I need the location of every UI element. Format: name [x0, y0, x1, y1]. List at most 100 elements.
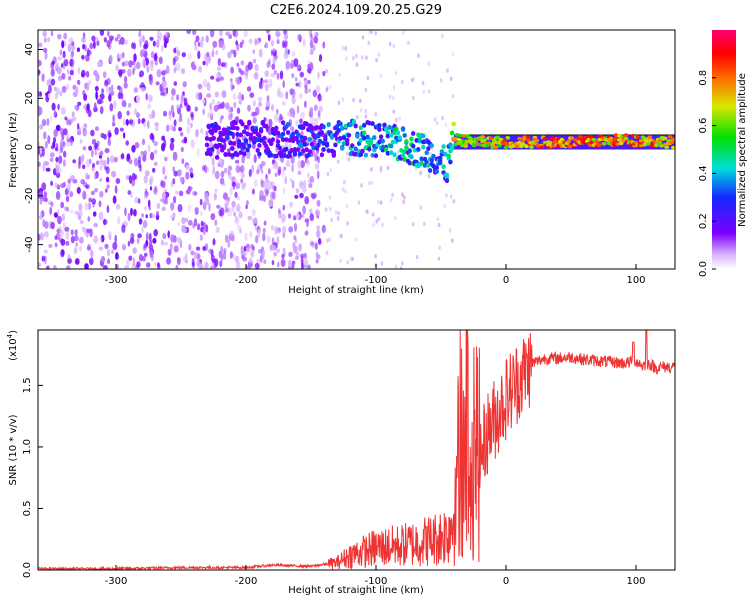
- heatmap-noise-cell: [93, 222, 98, 228]
- heatmap-noise-cell: [202, 228, 206, 236]
- heatmap-signal-cell: [370, 121, 375, 126]
- heatmap-signal-cell: [311, 145, 316, 151]
- heatmap-noise-cell: [85, 232, 89, 238]
- heatmap-noise-cell: [240, 70, 245, 76]
- heatmap-noise-cell: [86, 174, 90, 180]
- heatmap-noise-cell: [102, 265, 108, 269]
- heatmap-noise-cell: [124, 207, 127, 217]
- heatmap-noise-cell: [61, 249, 65, 256]
- heatmap-noise-cell: [267, 180, 273, 190]
- heatmap-noise-cell: [177, 169, 182, 177]
- heatmap-signal-cell: [566, 139, 572, 144]
- heatmap-noise-cell: [231, 181, 237, 187]
- heatmap-noise-cell: [143, 243, 148, 249]
- heatmap-signal-cell: [421, 133, 426, 139]
- heatmap-signal-cell: [387, 125, 392, 131]
- heatmap-noise-cell: [364, 114, 368, 119]
- heatmap-noise-cell: [281, 213, 286, 223]
- heatmap-signal-cell: [301, 148, 306, 154]
- heatmap-noise-cell: [240, 60, 245, 66]
- heatmap-noise-cell: [159, 56, 163, 65]
- heatmap-signal-cell: [411, 143, 416, 149]
- heatmap-noise-cell: [50, 78, 56, 86]
- heatmap-noise-cell: [206, 51, 210, 57]
- heatmap-noise-cell: [114, 234, 117, 244]
- heatmap-noise-cell: [175, 62, 181, 72]
- heatmap-signal-cell: [284, 146, 289, 152]
- heatmap-noise-cell: [176, 107, 182, 115]
- heatmap-noise-cell: [79, 236, 84, 244]
- heatmap-noise-cell: [82, 43, 86, 50]
- heatmap-noise-cell: [266, 235, 271, 244]
- heatmap-signal-cell: [373, 153, 379, 159]
- heatmap-noise-cell: [238, 92, 242, 100]
- heatmap-noise-cell: [241, 155, 245, 164]
- heatmap-noise-cell: [66, 206, 69, 212]
- heatmap-noise-cell: [43, 249, 48, 254]
- heatmap-noise-cell: [114, 127, 119, 136]
- heatmap-noise-cell: [104, 166, 108, 171]
- heatmap-noise-cell: [200, 127, 204, 134]
- heatmap-noise-cell: [282, 80, 285, 89]
- heatmap-signal-cell: [351, 119, 357, 124]
- heatmap-noise-cell: [294, 194, 299, 199]
- heatmap-noise-cell: [55, 62, 60, 69]
- heatmap-x-tick-label: -300: [105, 275, 128, 286]
- snr-x-ticks: -300 -200 -100 0 100: [105, 565, 646, 587]
- heatmap-noise-cell: [114, 185, 118, 194]
- heatmap-signal-cell: [292, 150, 298, 155]
- heatmap-noise-cell: [170, 202, 175, 211]
- snr-frame: [37, 329, 676, 571]
- heatmap-signal-cell: [427, 168, 433, 173]
- heatmap-noise-cell: [162, 233, 167, 240]
- heatmap-noise-cell: [224, 234, 229, 243]
- heatmap-noise-cell: [303, 252, 307, 260]
- heatmap-y-tick-label: -40: [24, 236, 35, 252]
- heatmap-signal-cell: [297, 151, 303, 157]
- heatmap-noise-cell: [106, 205, 110, 214]
- heatmap-noise-cell: [326, 238, 329, 243]
- heatmap-noise-cell: [107, 31, 110, 37]
- heatmap-noise-cell: [82, 146, 87, 151]
- heatmap-noise-cell: [126, 110, 130, 116]
- heatmap-signal-cell: [421, 144, 426, 150]
- heatmap-noise-cell: [80, 155, 84, 165]
- heatmap-noise-cell: [235, 256, 240, 264]
- heatmap-noise-cell: [137, 118, 141, 125]
- heatmap-signal-cell: [378, 134, 384, 140]
- heatmap-noise-cell: [94, 171, 97, 180]
- heatmap-noise-cell: [262, 227, 266, 234]
- heatmap-noise-cell: [66, 68, 70, 75]
- heatmap-noise-cell: [125, 175, 130, 180]
- heatmap-marks: [38, 30, 675, 269]
- heatmap-noise-cell: [403, 195, 406, 200]
- heatmap-signal-cell: [444, 172, 450, 178]
- heatmap-noise-cell: [272, 191, 276, 200]
- snr-y-tick-label: 0.5: [22, 501, 33, 517]
- heatmap-x-axis-label: Height of straight line (km): [288, 285, 424, 296]
- heatmap-noise-cell: [82, 190, 87, 200]
- heatmap-noise-cell: [191, 64, 197, 71]
- heatmap-x-tick-label: 0: [503, 275, 509, 286]
- heatmap-noise-cell: [180, 93, 185, 101]
- heatmap-noise-cell: [38, 233, 41, 241]
- heatmap-noise-cell: [142, 154, 147, 162]
- heatmap-signal-cell: [409, 154, 414, 160]
- heatmap-noise-cell: [190, 123, 193, 128]
- heatmap-noise-cell: [377, 199, 380, 204]
- heatmap-noise-cell: [220, 170, 225, 178]
- heatmap-noise-cell: [113, 100, 117, 109]
- heatmap-signal-cell: [400, 153, 406, 159]
- heatmap-noise-cell: [290, 63, 294, 69]
- heatmap-noise-cell: [379, 200, 383, 205]
- heatmap-signal-cell: [297, 124, 303, 130]
- heatmap-signal-cell: [468, 136, 473, 141]
- heatmap-signal-cell: [304, 121, 309, 127]
- heatmap-signal-cell: [299, 143, 304, 149]
- heatmap-noise-cell: [94, 36, 99, 42]
- heatmap-noise-cell: [429, 151, 432, 157]
- heatmap-signal-cell: [321, 147, 326, 152]
- heatmap-noise-cell: [212, 165, 216, 174]
- heatmap-noise-cell: [289, 201, 293, 208]
- heatmap-noise-cell: [417, 53, 420, 58]
